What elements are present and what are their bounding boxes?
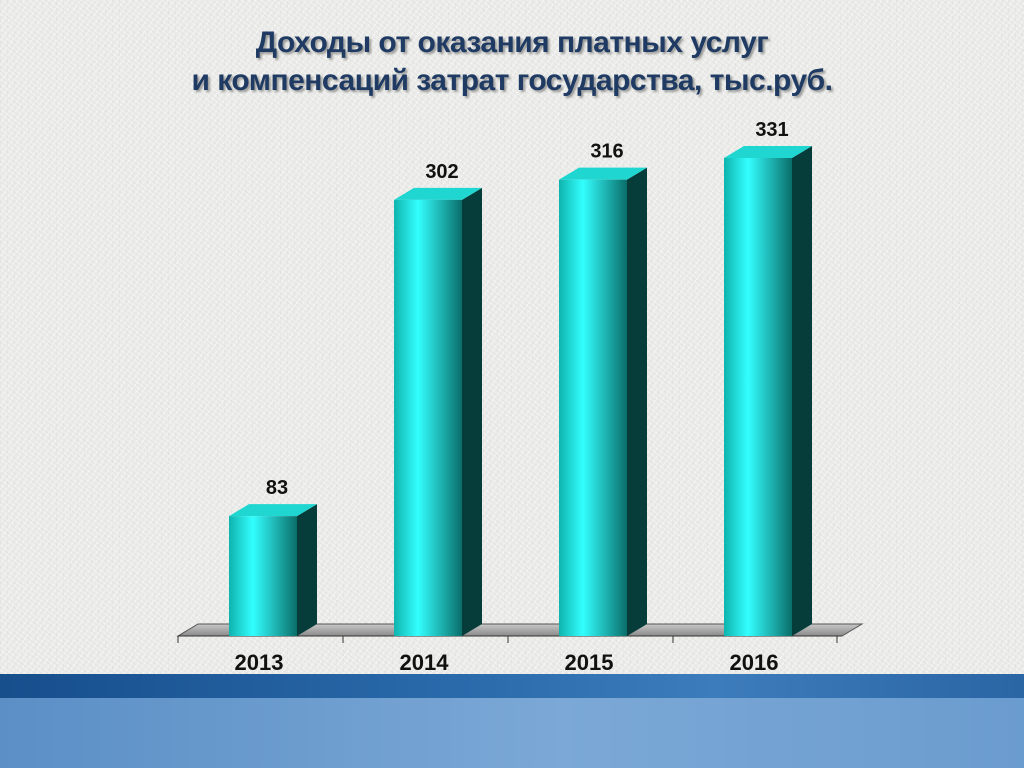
bar-2014 (394, 187, 482, 636)
footer-band-bottom (0, 698, 1024, 768)
bar-front (229, 516, 297, 636)
x-tick-label-2016: 2016 (730, 650, 779, 675)
value-label-2013: 83 (266, 477, 288, 499)
bar-side (462, 187, 482, 636)
value-label-2015: 316 (590, 141, 623, 163)
bar-front (724, 158, 792, 636)
value-label-2014: 302 (425, 161, 458, 183)
chart-title: Доходы от оказания платных услуг и компе… (0, 24, 1024, 100)
bar-front (394, 199, 462, 636)
bar-2013 (229, 504, 317, 636)
value-label-2016: 331 (755, 119, 788, 141)
bar-2015 (559, 167, 647, 637)
bar-top (559, 167, 647, 180)
x-tick-label-2015: 2015 (565, 650, 614, 675)
bar-side (627, 167, 647, 637)
bar-top (229, 504, 317, 517)
x-tick-label-2014: 2014 (400, 650, 450, 675)
bar-2016 (724, 146, 812, 636)
chart-title-line1: Доходы от оказания платных услуг (255, 26, 769, 59)
bar-side (297, 504, 317, 636)
x-tick-label-2013: 2013 (235, 650, 284, 675)
bar-front (559, 179, 627, 637)
bar-side (792, 146, 812, 636)
bar-top (394, 187, 482, 200)
bar-top (724, 146, 812, 158)
chart-title-line2: и компенсаций затрат государства, тыс.ру… (191, 64, 833, 97)
footer-band-top (0, 674, 1024, 698)
